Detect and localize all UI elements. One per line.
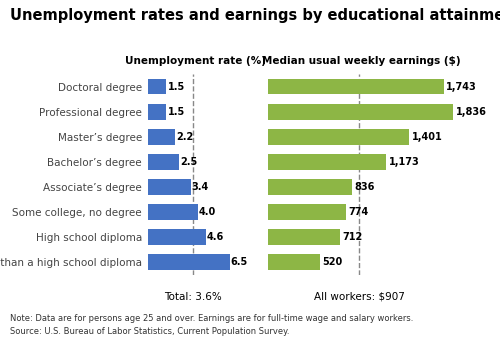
Bar (148, 254, 230, 270)
Bar (268, 104, 453, 120)
Text: 4.0: 4.0 (199, 207, 216, 217)
Text: 774: 774 (348, 207, 368, 217)
Text: Median usual weekly earnings ($): Median usual weekly earnings ($) (262, 56, 460, 66)
Bar (268, 129, 409, 145)
Text: 2.2: 2.2 (176, 132, 194, 142)
Text: 712: 712 (342, 232, 362, 242)
Bar (148, 154, 179, 170)
Bar (268, 229, 340, 245)
Text: Total: 3.6%: Total: 3.6% (164, 292, 222, 302)
Text: Source: U.S. Bureau of Labor Statistics, Current Population Survey.: Source: U.S. Bureau of Labor Statistics,… (10, 327, 289, 336)
Bar (148, 204, 198, 220)
Text: Note: Data are for persons age 25 and over. Earnings are for full-time wage and : Note: Data are for persons age 25 and ov… (10, 314, 413, 323)
Bar (148, 104, 167, 120)
Text: Unemployment rate (%): Unemployment rate (%) (126, 56, 266, 66)
Bar (268, 204, 346, 220)
Text: 520: 520 (322, 257, 343, 267)
Text: 3.4: 3.4 (192, 182, 209, 192)
Text: 1,401: 1,401 (412, 132, 442, 142)
Bar (268, 79, 444, 94)
Bar (148, 179, 190, 195)
Text: 2.5: 2.5 (180, 157, 198, 167)
Text: 6.5: 6.5 (230, 257, 248, 267)
Text: Unemployment rates and earnings by educational attainment, 2017: Unemployment rates and earnings by educa… (10, 8, 500, 24)
Text: 836: 836 (354, 182, 375, 192)
Bar (148, 229, 206, 245)
Text: 1,743: 1,743 (446, 82, 477, 92)
Text: 1,173: 1,173 (388, 157, 420, 167)
Text: 1.5: 1.5 (168, 107, 184, 117)
Bar (268, 154, 386, 170)
Text: All workers: $907: All workers: $907 (314, 292, 404, 302)
Text: 1,836: 1,836 (456, 107, 486, 117)
Bar (148, 79, 167, 94)
Text: 1.5: 1.5 (168, 82, 184, 92)
Text: 4.6: 4.6 (206, 232, 224, 242)
Bar (268, 179, 352, 195)
Bar (268, 254, 320, 270)
Bar (148, 129, 176, 145)
